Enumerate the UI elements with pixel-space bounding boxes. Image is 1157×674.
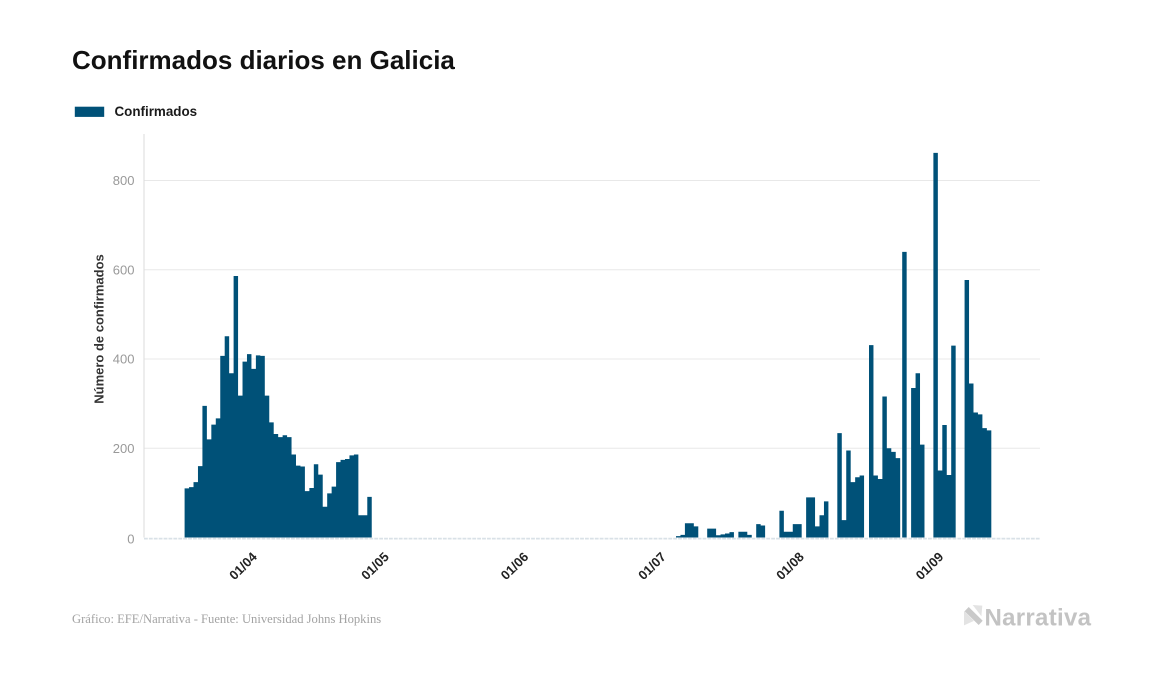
svg-text:01/08: 01/08 bbox=[773, 549, 807, 583]
svg-text:Confirmados: Confirmados bbox=[115, 104, 198, 119]
svg-text:600: 600 bbox=[113, 262, 135, 277]
svg-text:01/09: 01/09 bbox=[913, 549, 947, 583]
svg-text:800: 800 bbox=[113, 173, 135, 188]
svg-text:01/05: 01/05 bbox=[358, 549, 392, 583]
svg-text:01/06: 01/06 bbox=[498, 549, 532, 583]
svg-text:200: 200 bbox=[113, 441, 135, 456]
svg-text:Número de confirmados: Número de confirmados bbox=[92, 254, 107, 404]
svg-text:01/04: 01/04 bbox=[226, 549, 260, 583]
svg-text:Narrativa: Narrativa bbox=[985, 605, 1092, 632]
svg-text:400: 400 bbox=[113, 352, 135, 367]
svg-text:01/07: 01/07 bbox=[635, 549, 669, 583]
svg-text:0: 0 bbox=[127, 532, 134, 547]
